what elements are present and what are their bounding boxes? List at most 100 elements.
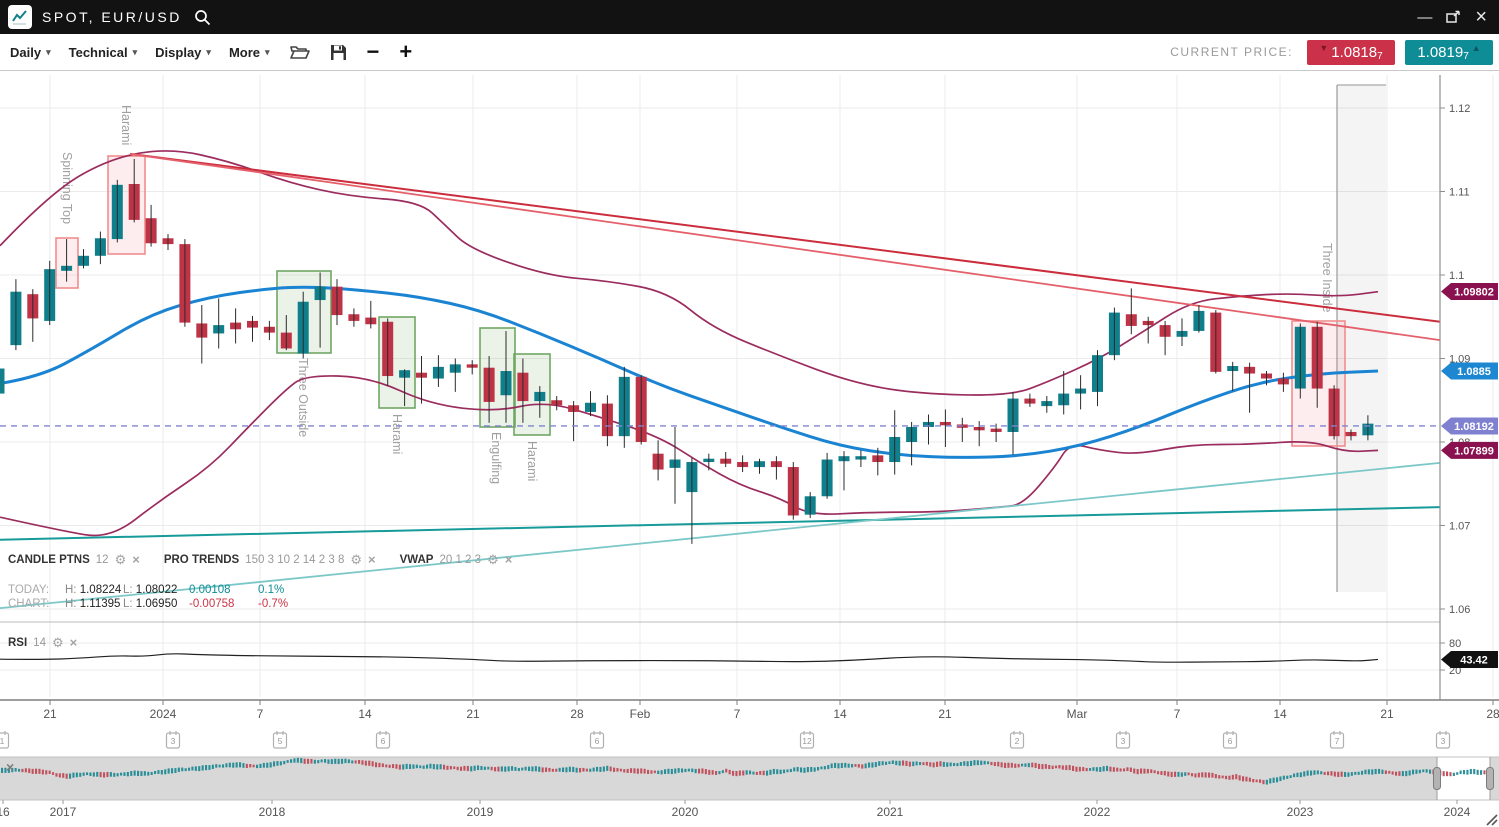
navigator-candle [1252,778,1255,783]
navigator-candle [120,772,123,776]
navigator-handle[interactable] [1486,767,1494,790]
chart-area[interactable]: Spinning Top Harami Three Outside Harami Eng… [0,70,1499,827]
navigator-candle [1384,770,1387,775]
navigator-handle[interactable] [1433,767,1441,790]
bid-price: 1.0818 [1331,43,1378,61]
more-dropdown[interactable]: More ▾ [229,45,270,60]
navigator-candle [337,758,340,765]
gear-icon[interactable]: ⚙ [51,635,64,650]
resize-handle[interactable] [1491,819,1498,826]
navigator-candle [55,773,58,777]
resistance-trendline [129,152,1441,323]
price-up-icon: ▲ [1471,42,1481,53]
today-stats-row: TODAY: H: 1.08224 L: 1.08022 0.00108 0.1… [8,584,284,596]
gear-icon[interactable]: ⚙ [350,552,363,567]
resize-handle[interactable] [1486,814,1498,826]
navigator-candle [657,770,660,775]
popout-button[interactable] [1446,10,1461,24]
calendar-event-icon[interactable] [1329,732,1345,749]
minimize-button[interactable]: — [1417,8,1433,26]
svg-text:1.07899: 1.07899 [1454,445,1494,457]
navigator-candle [1126,767,1129,772]
chevron-down-icon: ▾ [132,46,138,57]
close-button[interactable]: × [1475,6,1487,28]
navigator-candle [517,767,520,772]
calendar-event-icon[interactable] [165,732,181,749]
year-label: 2021 [877,805,904,819]
calendar-event-icon[interactable] [799,732,815,749]
timeframe-dropdown[interactable]: Daily ▾ [10,45,51,60]
low-value: 1.08022 [135,584,178,596]
close-navigator-icon[interactable]: × [6,759,15,775]
calendar-event-icon[interactable] [1222,732,1238,749]
navigator-candle [283,760,286,765]
calendar-event-icon[interactable] [1435,732,1451,749]
navigator-candle [582,767,585,772]
navigator-candle [133,770,136,776]
navigator-candle [1269,778,1272,784]
navigator-candle [1,767,4,774]
navigator-candle [1456,772,1459,775]
calendar-event-icon[interactable] [1115,732,1131,749]
navigator-candle [1225,775,1228,780]
calendar-event-icon[interactable] [375,732,391,749]
navigator-candle [249,764,252,768]
navigator-candle [109,772,112,777]
navigator-candle [562,767,565,773]
navigator-candle [483,766,486,770]
navigator-candle [732,770,735,776]
open-folder-icon[interactable] [289,44,310,60]
display-dropdown[interactable]: Display ▾ [155,45,211,60]
save-icon[interactable] [330,44,347,61]
search-icon[interactable] [194,9,211,26]
technical-dropdown[interactable]: Technical ▾ [69,45,138,60]
navigator-candle [1272,777,1275,783]
gear-icon[interactable]: ⚙ [114,552,127,567]
remove-indicator-icon[interactable]: × [504,552,513,567]
navigator-candle [708,769,711,775]
navigator-candle [1204,772,1207,778]
navigator-candle [130,771,133,776]
candle[interactable] [0,368,5,394]
navigator-candle [174,768,177,773]
navigator-candle [256,764,259,769]
chevron-down-icon: ▾ [265,46,270,57]
navigator-candle [1405,770,1408,777]
calendar-event-icon[interactable] [272,732,288,749]
navigator-candle [405,763,408,769]
calendar-event-icon[interactable] [1009,732,1025,749]
calendar-event-icon[interactable] [0,732,10,749]
navigator-candle [35,768,38,774]
remove-indicator-icon[interactable]: × [69,635,78,650]
low-label: L: [123,584,133,596]
year-label: 2020 [672,805,699,819]
navigator-candle [585,768,588,772]
navigator-candle [439,764,442,770]
navigator-selection[interactable] [1437,757,1490,800]
navigator-candle [307,758,310,764]
pattern-label: Three Inside [1320,243,1334,313]
navigator-candle [806,767,809,773]
navigator-candle [218,764,221,768]
high-label: H: [65,584,77,596]
gear-icon[interactable]: ⚙ [487,552,499,567]
navigator-candle [460,766,463,771]
navigator-candle [239,762,242,768]
time-tick-label: 7 [1174,707,1181,721]
zoom-out-button[interactable]: − [366,39,380,64]
navigator-candle [762,770,765,776]
navigator-candle [1089,768,1092,771]
remove-indicator-icon[interactable]: × [132,552,140,567]
navigator-candle [810,767,813,772]
navigator-candle [1306,770,1309,776]
change-percent: 0.1% [258,584,285,596]
navigator-candle [521,767,524,771]
navigator-candle [1340,771,1343,777]
navigator-candle [188,767,191,771]
calendar-event-icon[interactable] [589,732,605,749]
zoom-in-button[interactable]: + [399,39,413,64]
navigator-candle [698,768,701,774]
navigator-candle [1163,770,1166,776]
remove-indicator-icon[interactable]: × [368,552,376,567]
